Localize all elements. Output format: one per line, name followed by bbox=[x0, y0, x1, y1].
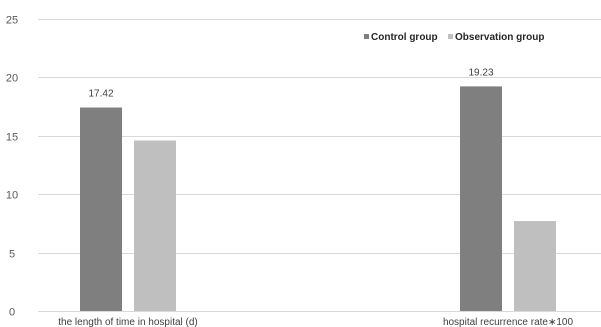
bars bbox=[80, 86, 556, 312]
y-tick-label: 0 bbox=[9, 307, 15, 319]
legend-swatch bbox=[448, 34, 453, 39]
legend-label: Observation group bbox=[455, 32, 544, 43]
bar-control-1 bbox=[460, 86, 502, 311]
bar-control-0 bbox=[80, 107, 122, 312]
x-category-label: the length of time in hospital (d) bbox=[58, 317, 198, 327]
data-label: 17.42 bbox=[88, 89, 113, 100]
y-tick-label: 10 bbox=[6, 190, 18, 202]
y-tick-label: 15 bbox=[6, 132, 18, 144]
legend-swatch bbox=[364, 34, 369, 39]
x-axis-category-labels: the length of time in hospital (d) hospit… bbox=[58, 317, 573, 327]
y-tick-label: 20 bbox=[6, 73, 18, 85]
x-category-label: hospital recurrence rate∗100 bbox=[443, 317, 574, 327]
y-tick-label: 5 bbox=[9, 249, 15, 261]
y-axis-tick-labels: 0 5 10 15 20 25 bbox=[6, 15, 18, 319]
bar-observation-1 bbox=[514, 221, 556, 311]
legend-label: Control group bbox=[371, 32, 438, 43]
data-labels: 17.42 19.23 bbox=[88, 67, 493, 99]
y-tick-label: 25 bbox=[6, 15, 18, 27]
gridlines bbox=[38, 19, 601, 312]
bar-observation-0 bbox=[134, 140, 176, 311]
legend: Control group Observation group bbox=[364, 32, 544, 43]
data-label: 19.23 bbox=[468, 67, 493, 78]
